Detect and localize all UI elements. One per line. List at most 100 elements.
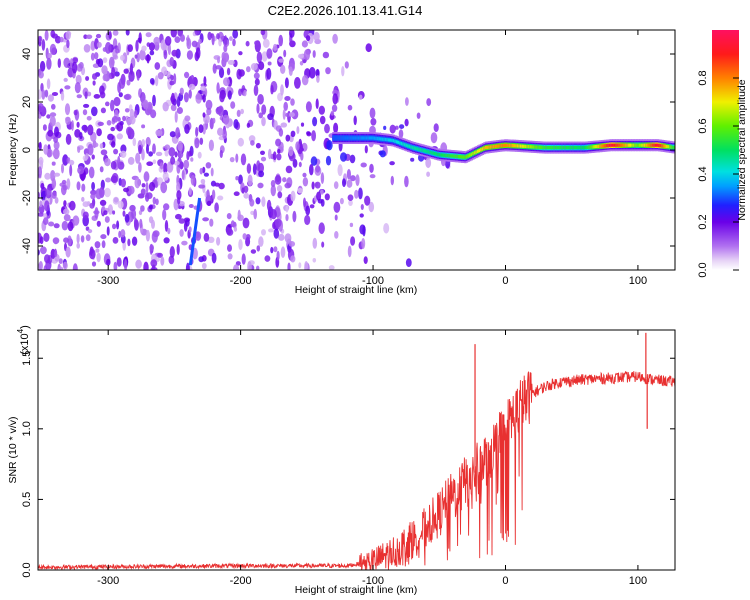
spectrogram-cell <box>202 90 207 96</box>
spectrogram-cell <box>85 153 89 160</box>
spectrogram-cell <box>282 109 286 120</box>
spectrogram-ridge-mark <box>418 147 421 151</box>
spectrogram-cell <box>288 241 296 247</box>
spectrogram-cell <box>87 229 93 234</box>
spectrogram-cell <box>38 141 42 151</box>
spectrogram-cell <box>111 116 119 123</box>
spectrogram-cell <box>334 231 339 239</box>
spectrogram-ridge-mark <box>548 146 551 150</box>
spectrogram-cell <box>43 144 49 155</box>
spectrogram-cells <box>38 30 451 270</box>
spectrogram-cell <box>328 265 335 270</box>
spectrogram-cell <box>151 231 158 243</box>
spectrogram-cell <box>49 112 57 117</box>
spectrogram-cell <box>123 259 128 270</box>
spectrogram-cell <box>235 153 239 163</box>
spectrogram-cell <box>84 91 88 99</box>
spectrogram-cell <box>136 70 140 81</box>
y-tick-label: 1.5 <box>21 351 33 366</box>
spectrogram-cell <box>216 82 220 94</box>
spectrogram-cell <box>267 113 274 121</box>
spectrogram-ridge-mark <box>491 145 494 149</box>
spectrogram-cell <box>112 223 117 230</box>
y-tick-label: 20 <box>21 96 33 108</box>
spectrogram-ridge-mark <box>631 143 634 147</box>
spectrogram-cell <box>184 124 190 134</box>
spectrogram-cell <box>163 49 168 60</box>
spectrogram-cell <box>83 125 88 133</box>
spectrogram-cell <box>177 197 181 205</box>
spectrogram-cell <box>138 162 142 173</box>
spectrogram-cell <box>146 161 154 166</box>
spectrogram-cell <box>67 235 72 247</box>
spectrogram-ridge-mark <box>410 145 413 149</box>
spectrogram-cell <box>149 78 155 85</box>
spectrogram-ridge-mark <box>402 142 405 146</box>
spectrogram-cell <box>166 71 171 78</box>
spectrogram-ridge-mark <box>484 146 488 150</box>
spectrogram-ridge-mark <box>635 143 639 147</box>
spectrogram-cell <box>230 101 236 109</box>
spectrogram-cell <box>134 177 141 189</box>
spectrogram-cell <box>112 196 120 205</box>
spectrogram-cell <box>362 225 366 237</box>
spectrogram-cell <box>361 238 366 249</box>
spectrogram-cell <box>284 233 292 243</box>
spectrogram-cell <box>295 141 300 151</box>
spectrogram-cell <box>250 140 255 146</box>
spectrogram-cell <box>44 254 51 264</box>
spectrogram-ridge-mark <box>632 143 636 147</box>
spectrogram-cell <box>54 197 59 204</box>
spectrogram-cell <box>53 136 58 143</box>
spectrogram-cell <box>258 61 265 71</box>
spectrogram-ridge-mark <box>348 136 351 140</box>
spectrogram-cell <box>342 178 346 188</box>
spectrogram-cell <box>320 172 325 185</box>
spectrogram-cell <box>202 112 206 118</box>
spectrogram-ridge-mark <box>353 136 356 140</box>
spectrogram-cell <box>288 146 294 157</box>
spectrogram-cell <box>146 144 149 154</box>
spectrogram-cell <box>49 116 56 127</box>
spectrogram-ridge-mark <box>429 150 432 154</box>
spectrogram-x-ticks: -300 -200 -100 0 100 <box>97 30 647 287</box>
spectrogram-ridge-mark <box>507 143 510 147</box>
spectrogram-ridge-mark <box>597 144 601 148</box>
spectrogram-cell <box>209 218 214 227</box>
spectrogram-cell <box>194 137 200 149</box>
spectrogram-cell <box>242 217 250 229</box>
spectrogram-ridge-mark <box>586 145 589 149</box>
spectrogram-cell <box>285 205 289 213</box>
spectrogram-ridge-mark <box>394 139 397 143</box>
spectrogram-cell <box>297 187 303 194</box>
spectrogram-cell <box>304 261 309 270</box>
spectrogram-cell <box>191 40 198 48</box>
spectrogram-cell <box>266 67 272 80</box>
spectrogram-cell <box>164 144 171 150</box>
spectrogram-ridge-mark <box>488 145 491 149</box>
spectrogram-cell <box>38 166 42 178</box>
spectrogram-cell <box>153 36 160 46</box>
spectrogram-streak <box>188 197 202 266</box>
spectrogram-cell <box>89 248 96 260</box>
spectrogram-ridge-mark <box>558 146 561 150</box>
spectrogram-cell <box>312 50 316 58</box>
spectrogram-cell <box>105 101 110 107</box>
spectrogram-ridge-mark <box>399 141 402 145</box>
spectrogram-cell <box>102 47 108 52</box>
spectrogram-cell <box>347 245 352 258</box>
spectrogram-cell <box>341 66 345 77</box>
spectrogram-cell <box>133 217 138 229</box>
spectrogram-cell <box>217 195 224 201</box>
spectrogram-ridge-mark <box>438 153 442 157</box>
spectrogram-cell <box>200 178 206 185</box>
spectrogram-ridge-mark <box>513 144 516 148</box>
spectrogram-cell <box>282 177 287 183</box>
spectrogram-ridge-mark <box>411 146 415 150</box>
x-tick-label: -100 <box>362 575 384 587</box>
spectrogram-ridge-mark <box>642 143 645 147</box>
spectrogram-cell <box>145 136 151 147</box>
spectrogram-cell <box>318 222 325 234</box>
spectrogram-ridge-mark <box>440 153 443 157</box>
spectrogram-cell <box>141 45 147 52</box>
